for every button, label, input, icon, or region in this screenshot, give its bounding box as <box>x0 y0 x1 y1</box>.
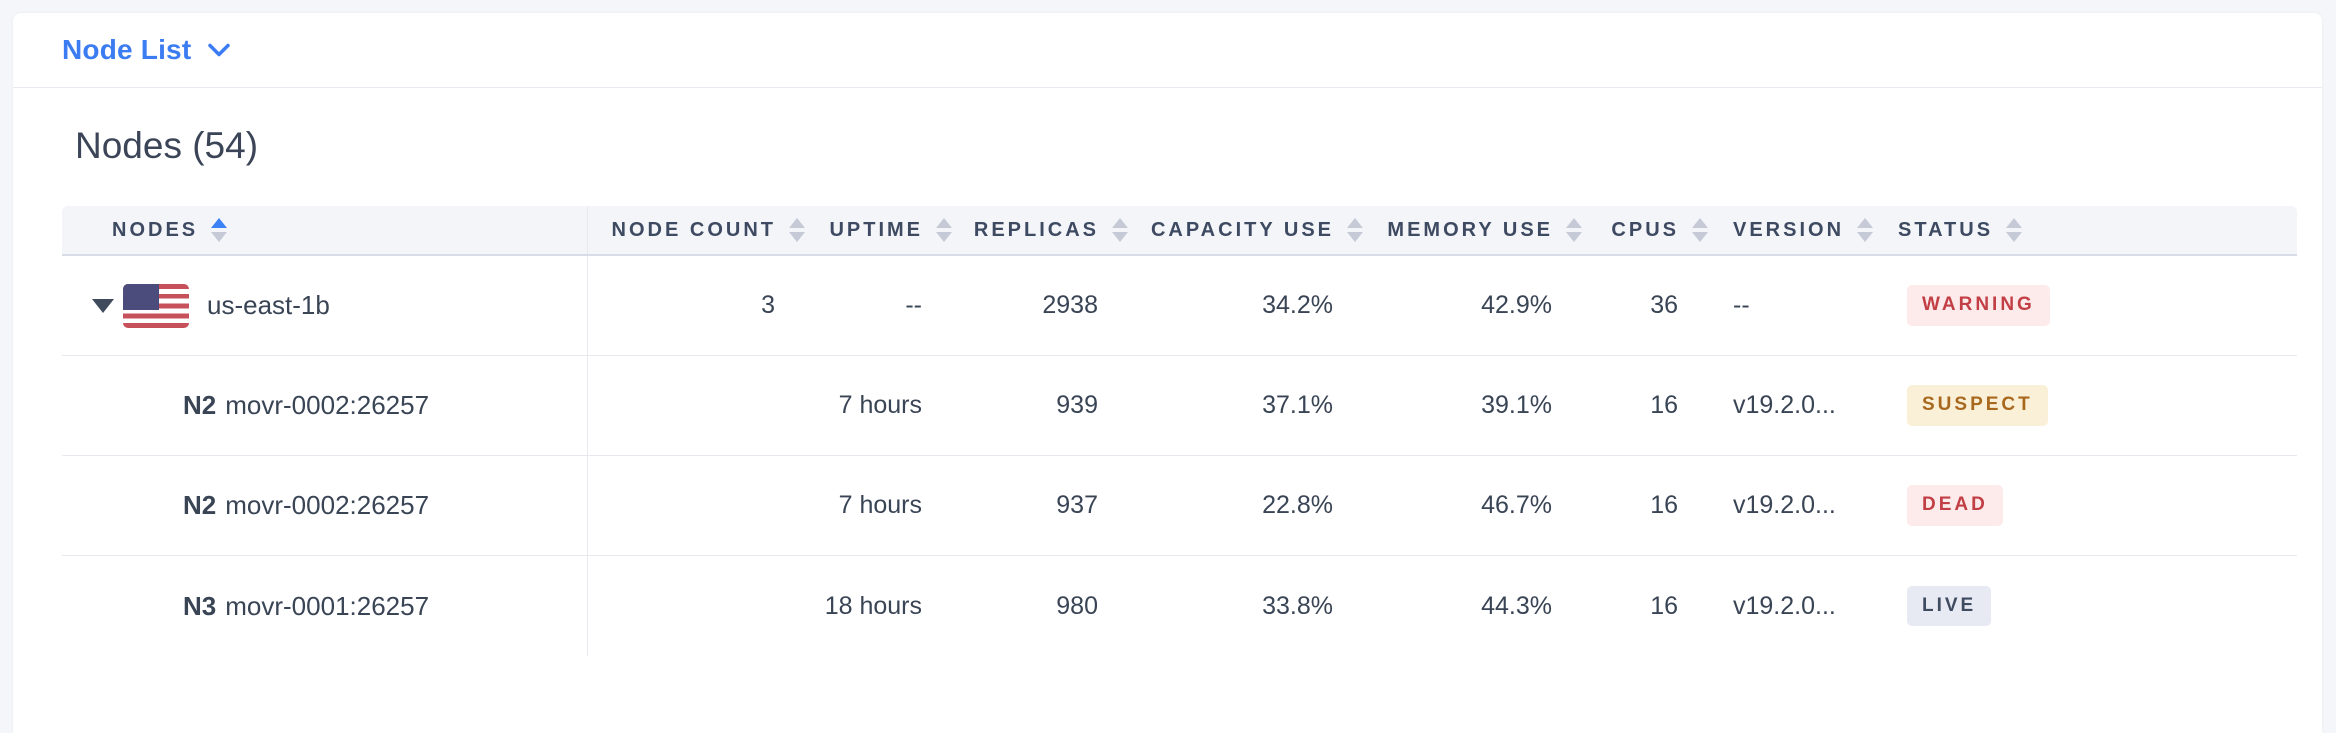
topbar: Node List <box>13 13 2322 88</box>
table-row-node[interactable]: N3 movr-0001:26257 18 hours 980 33.8% 44… <box>62 556 2297 656</box>
column-header-node-count[interactable]: NODE COUNT <box>588 206 805 254</box>
nodes-table: NODES NODE COUNT UPTIME REPLICAS CAPACIT… <box>62 206 2297 656</box>
column-header-label: NODE COUNT <box>611 218 776 241</box>
node-id: N2 <box>183 390 217 420</box>
page-title: Nodes (54) <box>75 125 259 166</box>
uptime-cell: 7 hours <box>838 391 922 419</box>
view-selector-dropdown[interactable]: Node List <box>62 34 231 66</box>
column-header-uptime[interactable]: UPTIME <box>805 206 952 254</box>
cpus-cell: 16 <box>1650 591 1678 620</box>
node-id: N3 <box>183 590 217 621</box>
column-header-nodes[interactable]: NODES <box>62 206 588 254</box>
version-cell: v19.2.0... <box>1733 391 1836 419</box>
capacity-use-cell: 33.8% <box>1262 591 1333 620</box>
column-header-label: STATUS <box>1898 218 1994 241</box>
node-count-cell: 3 <box>761 291 775 319</box>
status-badge: LIVE <box>1907 585 1992 627</box>
table-row-node[interactable]: N2 movr-0002:26257 7 hours 939 37.1% 39.… <box>62 356 2297 456</box>
capacity-use-cell: 37.1% <box>1262 391 1333 419</box>
node-name-cell: N2 movr-0002:26257 <box>62 456 588 555</box>
node-name-cell: N3 movr-0001:26257 <box>62 556 588 656</box>
sort-icon <box>1566 218 1582 242</box>
replicas-cell: 2938 <box>1042 291 1098 319</box>
us-flag-icon <box>123 283 189 328</box>
collapse-expander-icon[interactable] <box>92 298 114 313</box>
sort-icon <box>1692 218 1708 242</box>
node-count-cell <box>588 556 805 656</box>
uptime-cell: 18 hours <box>824 591 922 620</box>
node-address: movr-0001:26257 <box>225 590 430 621</box>
table-row-node[interactable]: N2 movr-0002:26257 7 hours 937 22.8% 46.… <box>62 456 2297 556</box>
column-header-memory-use[interactable]: MEMORY USE <box>1363 206 1582 254</box>
memory-use-cell: 44.3% <box>1481 591 1552 620</box>
status-badge: DEAD <box>1907 485 2003 526</box>
replicas-cell: 937 <box>1056 491 1098 519</box>
status-cell: LIVE <box>1885 556 2297 656</box>
memory-use-cell: 46.7% <box>1481 491 1552 519</box>
column-header-capacity-use[interactable]: CAPACITY USE <box>1128 206 1363 254</box>
sort-icon <box>1112 218 1128 242</box>
version-cell: -- <box>1733 291 1750 319</box>
column-header-label: CPUS <box>1611 218 1679 241</box>
sort-icon <box>1347 218 1363 242</box>
memory-use-cell: 39.1% <box>1481 391 1552 419</box>
sort-icon <box>1857 218 1874 242</box>
node-count-cell <box>588 356 805 455</box>
status-cell: SUSPECT <box>1885 356 2297 455</box>
region-name: us-east-1b <box>207 290 330 320</box>
region-cell: us-east-1b <box>62 256 588 355</box>
memory-use-cell: 42.9% <box>1481 291 1552 319</box>
column-header-replicas[interactable]: REPLICAS <box>952 206 1128 254</box>
node-address: movr-0002:26257 <box>225 490 430 520</box>
sort-icon <box>789 218 805 242</box>
column-header-version[interactable]: VERSION <box>1708 206 1885 254</box>
capacity-use-cell: 34.2% <box>1262 291 1333 319</box>
status-badge: WARNING <box>1907 285 2050 326</box>
uptime-cell: 7 hours <box>838 491 922 519</box>
status-badge: SUSPECT <box>1907 385 2048 426</box>
node-id: N2 <box>183 490 217 520</box>
sort-icon <box>2006 218 2023 242</box>
replicas-cell: 980 <box>1056 591 1098 620</box>
column-header-label: MEMORY USE <box>1387 218 1553 241</box>
version-cell: v19.2.0... <box>1733 591 1836 620</box>
status-cell: WARNING <box>1885 256 2297 355</box>
chevron-down-icon <box>208 43 231 56</box>
column-header-label: VERSION <box>1733 218 1845 241</box>
capacity-use-cell: 22.8% <box>1262 491 1333 519</box>
cpus-cell: 16 <box>1650 491 1678 519</box>
version-cell: v19.2.0... <box>1733 491 1836 519</box>
column-header-status[interactable]: STATUS <box>1885 206 2297 254</box>
column-header-label: CAPACITY USE <box>1150 218 1334 241</box>
column-header-label: REPLICAS <box>973 218 1099 241</box>
sort-icon <box>211 218 228 242</box>
table-row-region[interactable]: us-east-1b 3 -- 2938 34.2% 42.9% 36 -- W… <box>62 256 2297 356</box>
cpus-cell: 36 <box>1650 291 1678 319</box>
column-header-label: UPTIME <box>829 218 923 241</box>
cpus-cell: 16 <box>1650 391 1678 419</box>
uptime-cell: -- <box>905 291 922 319</box>
status-cell: DEAD <box>1885 456 2297 555</box>
node-count-cell <box>588 456 805 555</box>
sort-icon <box>936 218 952 242</box>
view-selector-label: Node List <box>62 34 192 65</box>
column-header-cpus[interactable]: CPUS <box>1582 206 1708 254</box>
node-address: movr-0002:26257 <box>225 390 430 420</box>
replicas-cell: 939 <box>1056 391 1098 419</box>
column-header-label: NODES <box>112 218 199 241</box>
table-header-row: NODES NODE COUNT UPTIME REPLICAS CAPACIT… <box>62 206 2297 256</box>
node-list-card: Node List Nodes (54) NODES NODE COUNT UP… <box>13 13 2322 733</box>
node-name-cell: N2 movr-0002:26257 <box>62 356 588 455</box>
